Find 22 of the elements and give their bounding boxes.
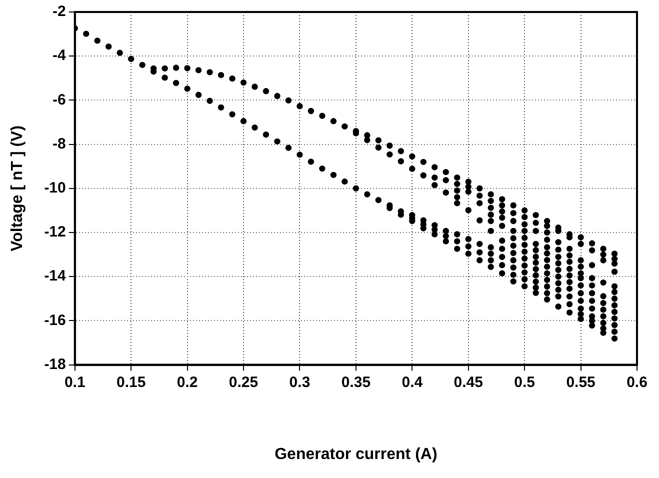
y-tick-label: -8 — [52, 135, 66, 152]
x-tick-label: 0.6 — [626, 374, 648, 391]
y-axis-title: Voltage [ nT ] (V) — [9, 125, 26, 252]
y-tick-label: -16 — [44, 312, 66, 329]
x-tick-label: 0.4 — [402, 374, 424, 391]
y-tick-label: -12 — [44, 224, 66, 241]
y-tick-label: -18 — [44, 356, 66, 373]
y-tick-label: -4 — [52, 47, 67, 64]
y-tick-label: -10 — [44, 180, 66, 197]
x-tick-label: 0.1 — [64, 374, 86, 391]
x-tick-label: 0.5 — [514, 374, 536, 391]
y-tick-label: -2 — [52, 3, 66, 20]
x-tick-label: 0.15 — [116, 374, 146, 391]
x-tick-label: 0.25 — [228, 374, 258, 391]
x-axis-title: Generator current (A) — [274, 446, 438, 463]
x-tick-label: 0.45 — [454, 374, 483, 391]
x-tick-label: 0.35 — [341, 374, 371, 391]
x-tick-label: 0.2 — [176, 374, 198, 391]
x-tick-label: 0.3 — [289, 374, 310, 391]
x-tick-label: 0.55 — [566, 374, 596, 391]
y-tick-label: -6 — [52, 91, 66, 108]
y-tick-label: -14 — [44, 268, 67, 285]
